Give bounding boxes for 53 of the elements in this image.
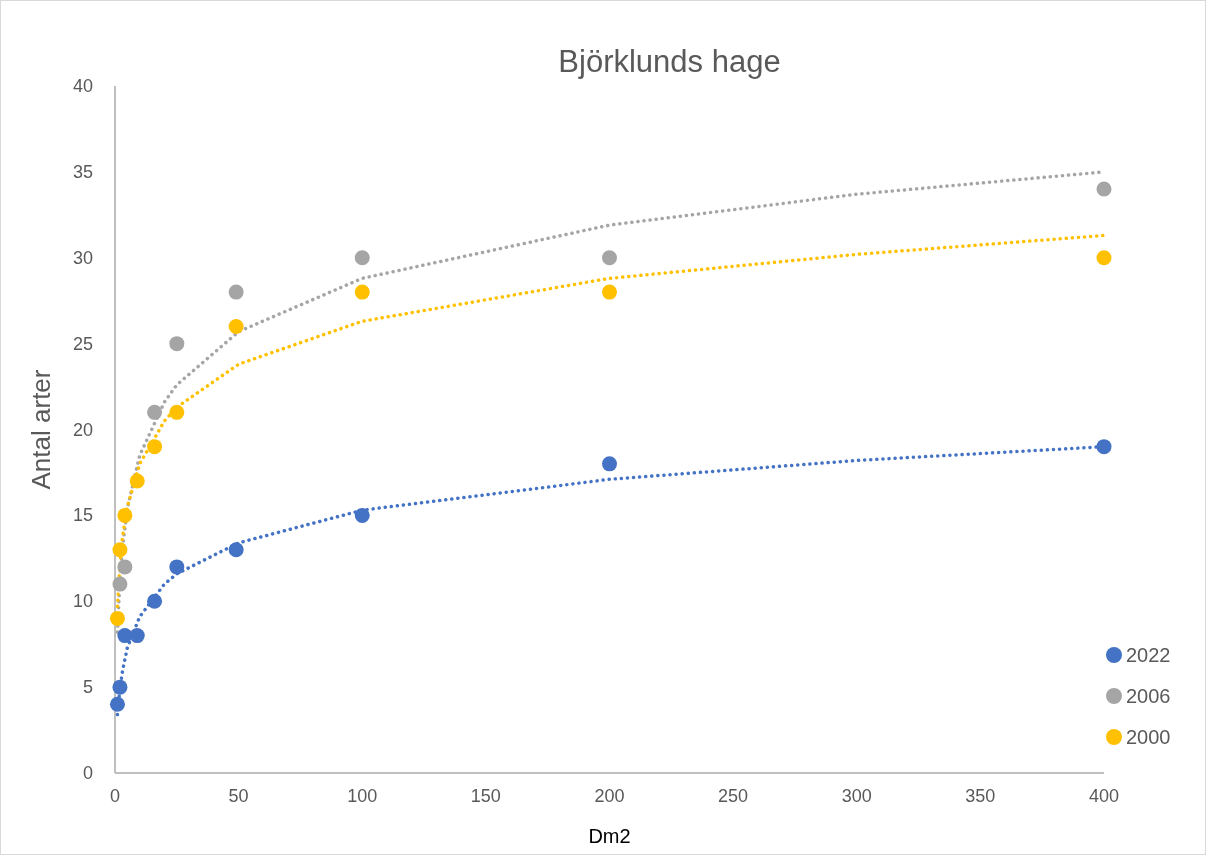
point xyxy=(228,542,244,558)
point xyxy=(117,559,133,575)
y-tick-label: 35 xyxy=(72,161,93,182)
point xyxy=(354,507,370,523)
legend-label: 2000 xyxy=(1126,726,1171,748)
point xyxy=(228,318,244,334)
point xyxy=(602,456,617,472)
point xyxy=(354,284,370,300)
point xyxy=(147,404,163,420)
point xyxy=(169,404,185,420)
point xyxy=(112,542,128,558)
point xyxy=(1096,439,1112,455)
x-tick-label: 350 xyxy=(965,786,996,806)
point xyxy=(147,439,163,455)
y-tick-label: 15 xyxy=(72,505,93,526)
x-tick-label: 0 xyxy=(109,786,121,806)
x-tick-label: 300 xyxy=(841,786,872,806)
point xyxy=(1096,181,1112,197)
x-tick-label: 50 xyxy=(228,786,249,806)
point xyxy=(169,559,185,575)
point xyxy=(129,628,145,644)
x-axis-title: Dm2 xyxy=(588,825,631,847)
point xyxy=(109,610,125,626)
y-axis-title: Antal arter xyxy=(26,369,56,490)
line-series xyxy=(115,233,1106,609)
y-tick-label: 20 xyxy=(72,419,93,440)
point xyxy=(112,576,128,592)
point xyxy=(117,628,133,644)
point xyxy=(117,507,133,523)
legend-label: 2006 xyxy=(1126,685,1171,707)
y-tick-label: 30 xyxy=(72,247,93,268)
point xyxy=(129,473,145,489)
point xyxy=(169,336,185,352)
point xyxy=(112,679,128,695)
point xyxy=(147,593,163,609)
point xyxy=(228,284,244,300)
point xyxy=(1096,250,1112,266)
legend-label: 2022 xyxy=(1126,644,1171,666)
x-tick-label: 200 xyxy=(594,786,625,806)
x-tick-label: 400 xyxy=(1088,786,1120,806)
chart-title: Björklunds hage xyxy=(558,44,781,79)
x-tick-label: 150 xyxy=(470,786,501,806)
x-tick-label: 100 xyxy=(347,786,378,806)
x-tick-label: 250 xyxy=(718,786,749,806)
y-tick-label: 40 xyxy=(72,76,93,96)
point xyxy=(354,250,370,266)
point xyxy=(109,696,125,712)
y-tick-label: 0 xyxy=(82,763,93,783)
point xyxy=(602,250,617,266)
y-tick-label: 10 xyxy=(72,591,93,612)
y-tick-label: 5 xyxy=(82,677,93,698)
point xyxy=(602,284,617,300)
y-tick-label: 25 xyxy=(72,333,93,354)
